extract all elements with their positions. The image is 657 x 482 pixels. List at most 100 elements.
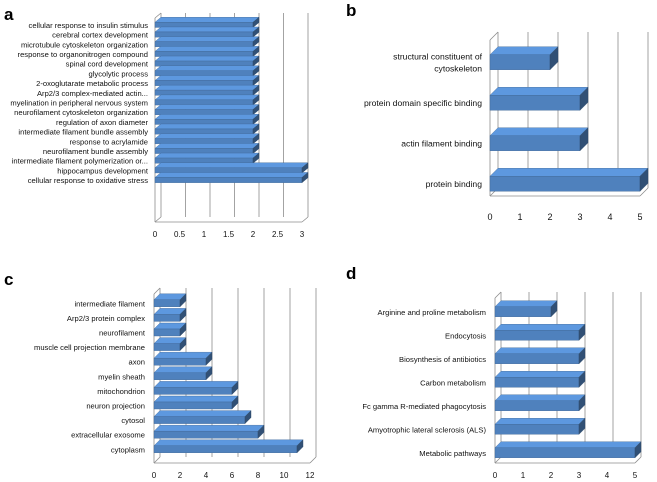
bar (153, 366, 213, 381)
bar (494, 417, 586, 435)
bar (154, 36, 260, 48)
panel-letter: a (4, 5, 14, 24)
bar (154, 65, 260, 77)
bar-top-face (494, 300, 558, 307)
category-label: Endocytosis (445, 331, 486, 340)
bar-front-face (153, 372, 207, 380)
floor-edge (494, 456, 502, 464)
bar-top-face (494, 324, 586, 331)
bar (154, 142, 260, 154)
category-label-line: glycolytic process (88, 69, 148, 78)
bar-end-face (179, 337, 187, 352)
axis-top-edge (153, 287, 161, 295)
bar-front-face (489, 95, 581, 111)
bar-top-face (153, 395, 239, 403)
bar-top-face (154, 46, 260, 52)
bar (489, 86, 589, 111)
bar-front-face (154, 41, 254, 48)
category-label-line: structural constituent of (393, 51, 482, 61)
bar-end-face (252, 152, 260, 164)
chart-panel-b: b 0 1 2 3 4 5 structural constituent of cytoskel… (346, 1, 649, 222)
bar-top-face (154, 123, 260, 130)
bar-end-face (252, 65, 260, 77)
bar-front-face (153, 314, 181, 322)
category-label: Arp2/3 complex-mediated actin... (37, 89, 148, 98)
x-tick-label: 1 (202, 230, 207, 239)
bar (494, 370, 586, 388)
bar-end-face (579, 127, 589, 152)
category-label-line: cellular response to oxidative stress (28, 176, 148, 185)
bar-front-face (154, 109, 254, 115)
bar (153, 307, 187, 322)
bar (153, 410, 252, 425)
bar-front-face (494, 330, 580, 341)
bar-front-face (153, 431, 259, 439)
floor-edge (309, 456, 317, 464)
floor-edge (301, 216, 309, 223)
bar-end-face (257, 424, 265, 439)
bar-front-face (154, 167, 303, 174)
bar (153, 380, 239, 395)
bar-end-face (252, 84, 260, 96)
category-label: glycolytic process (88, 69, 148, 78)
category-label: cellular response to oxidative stress (28, 176, 148, 185)
x-tick-label: 5 (633, 471, 638, 480)
bar-end-face (301, 162, 309, 174)
x-tick-label: 6 (230, 471, 235, 480)
x-tick-label: 3 (300, 230, 305, 239)
category-label: Metabolic pathways (419, 449, 486, 458)
bar (153, 395, 239, 410)
bar-end-face (252, 133, 260, 145)
bar-front-face (154, 51, 254, 57)
x-tick-label: 4 (607, 212, 612, 222)
bar-front-face (153, 328, 181, 337)
category-label: extracellular exosome (71, 431, 145, 440)
bar-top-face (489, 87, 589, 96)
category-label: muscle cell projection membrane (34, 343, 145, 352)
category-label: neuron projection (86, 402, 145, 411)
bar (154, 152, 260, 164)
category-label: spinal cord development (66, 60, 149, 69)
x-tick-label: 3 (577, 471, 582, 480)
bar-front-face (154, 157, 254, 164)
chart-panel-a: a 0 0.5 1 1.5 2 2.5 3 cellular response to insul… (4, 5, 309, 239)
bar-top-face (154, 65, 260, 71)
category-label: 2-oxoglutarate metabolic process (36, 79, 148, 88)
bar-top-face (154, 36, 260, 42)
bar (154, 172, 309, 184)
bar-front-face (494, 353, 580, 364)
x-tick-label: 2 (178, 471, 183, 480)
bar (153, 322, 187, 337)
category-label: cytoplasm (111, 445, 145, 454)
x-tick-label: 4 (204, 471, 209, 480)
panel-letter: b (346, 1, 356, 20)
floor-edge (634, 456, 642, 464)
bar (153, 293, 187, 308)
x-tick-label: 0 (493, 471, 498, 480)
bar (153, 351, 213, 366)
category-label: regulation of axon diameter (56, 118, 148, 127)
category-label: response to organonitrogen compound (18, 50, 148, 59)
bar (154, 133, 260, 145)
bar-top-face (154, 143, 260, 149)
category-label: Carbon metabolism (420, 378, 486, 387)
bar-front-face (153, 358, 207, 366)
category-label: actin filament binding (401, 138, 482, 148)
x-tick-label: 2.5 (272, 230, 284, 239)
category-label-line: Arp2/3 protein complex (67, 314, 145, 323)
category-label-line: cytosol (121, 416, 145, 425)
x-tick-label: 3 (577, 212, 582, 222)
bar-top-face (154, 152, 260, 159)
bar (489, 167, 649, 192)
bar (153, 337, 187, 352)
bar-end-face (579, 86, 589, 111)
bar-top-face (154, 172, 309, 178)
bar-front-face (494, 306, 552, 317)
bar-front-face (154, 80, 254, 86)
category-label-line: axon (129, 358, 145, 367)
bar-front-face (154, 22, 254, 28)
bar (153, 424, 265, 439)
x-tick-label: 5 (637, 212, 642, 222)
bar-end-face (639, 167, 649, 192)
bar-end-face (205, 351, 213, 366)
